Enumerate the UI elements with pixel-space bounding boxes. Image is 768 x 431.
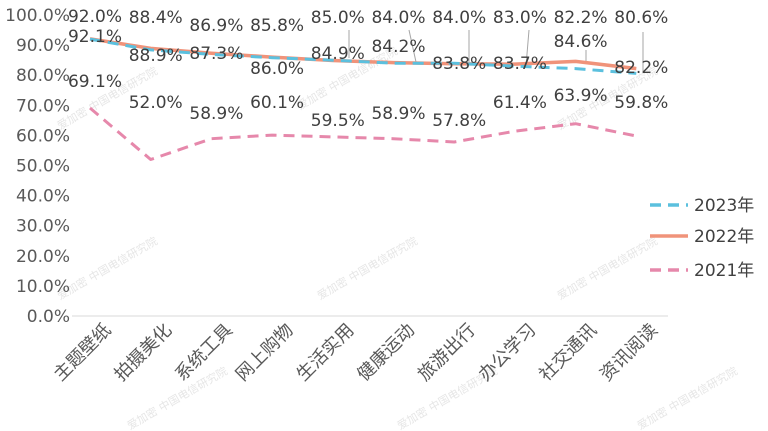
x-tick-label: 拍摄美化 — [110, 320, 176, 386]
y-tick-label: 80.0% — [16, 66, 70, 86]
y-tick-label: 60.0% — [16, 126, 70, 146]
data-label: 82.2% — [614, 58, 668, 78]
data-label: 85.8% — [250, 16, 304, 36]
x-tick-label: 生活实用 — [293, 320, 359, 386]
series-group — [89, 37, 637, 161]
x-tick-label: 网上购物 — [232, 320, 298, 386]
data-label: 87.3% — [189, 44, 243, 64]
series-line — [89, 37, 637, 75]
data-label: 69.1% — [68, 72, 122, 92]
legend-label: 2022年 — [694, 227, 754, 247]
data-label: 86.0% — [250, 59, 304, 79]
data-label: 58.9% — [371, 104, 425, 124]
label-callouts — [348, 29, 644, 72]
y-tick-label: 50.0% — [16, 157, 70, 177]
x-tick-label: 健康运动 — [353, 320, 419, 386]
callout-line — [408, 29, 417, 63]
watermark-text: 爱加密 中国电信研究院 — [55, 234, 160, 303]
data-label: 92.0% — [68, 7, 122, 27]
data-label: 84.9% — [311, 44, 365, 64]
data-label: 57.8% — [432, 111, 486, 131]
data-labels: 92.0% 88.4% 86.9% 85.8% 85.0% 84.0% 84.0% 83.0%… — [68, 7, 668, 131]
watermark-text: 爱加密 中国电信研究院 — [635, 364, 740, 431]
data-label: 84.6% — [554, 32, 608, 52]
y-tick-label: 90.0% — [16, 36, 70, 56]
data-label: 85.0% — [311, 8, 365, 28]
x-tick-label: 社交通讯 — [535, 320, 601, 386]
watermark-text: 爱加密 中国电信研究院 — [315, 234, 420, 303]
data-label: 86.9% — [189, 16, 243, 36]
data-label: 84.0% — [432, 8, 486, 28]
y-tick-label: 10.0% — [16, 277, 70, 297]
legend-label: 2021年 — [694, 261, 754, 281]
data-label: 59.8% — [614, 93, 668, 113]
data-label: 83.8% — [432, 54, 486, 74]
y-tick-label: 40.0% — [16, 187, 70, 207]
data-label: 88.4% — [129, 8, 183, 28]
data-label: 63.9% — [554, 86, 608, 106]
data-label: 59.5% — [311, 111, 365, 131]
x-tick-label: 主题壁纸 — [50, 320, 116, 386]
y-tick-label: 100.0% — [5, 6, 70, 26]
data-label: 60.1% — [250, 93, 304, 113]
callout-line — [525, 29, 530, 67]
y-tick-label: 30.0% — [16, 217, 70, 237]
watermark-text: 爱加密 中国电信研究院 — [555, 234, 660, 303]
series-line — [89, 106, 637, 161]
data-label: 84.0% — [371, 8, 425, 28]
legend: 2023年 2022年 2021年 — [650, 196, 754, 281]
y-tick-label: 70.0% — [16, 96, 70, 116]
data-label: 82.2% — [554, 8, 608, 28]
data-label: 84.2% — [371, 37, 425, 57]
y-tick-label: 20.0% — [16, 247, 70, 267]
data-label: 92.1% — [68, 27, 122, 47]
data-label: 83.7% — [493, 54, 547, 74]
x-tick-label: 办公学习 — [475, 320, 541, 386]
data-label: 58.9% — [189, 104, 243, 124]
x-tick-label: 旅游出行 — [414, 320, 480, 386]
data-label: 83.0% — [493, 8, 547, 28]
data-label: 52.0% — [129, 93, 183, 113]
data-label: 80.6% — [614, 8, 668, 28]
data-label: 61.4% — [493, 93, 547, 113]
y-tick-label: 0.0% — [27, 307, 70, 327]
x-tick-label: 资讯阅读 — [596, 320, 662, 386]
y-axis: 0.0% 10.0% 20.0% 30.0% 40.0% 50.0% 60.0% 70.0% 8… — [5, 6, 70, 327]
legend-label: 2023年 — [694, 196, 754, 216]
data-label: 88.9% — [129, 46, 183, 66]
